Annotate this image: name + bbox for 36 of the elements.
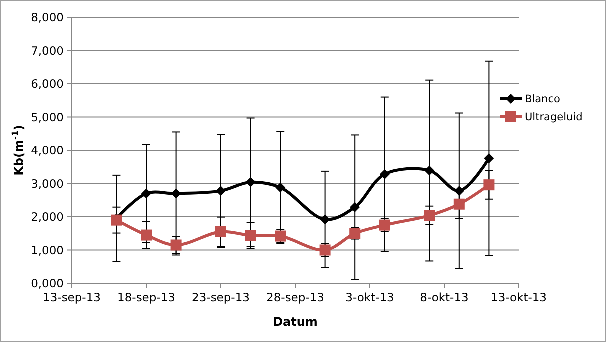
point [424,166,435,176]
x-tick-label: 3-okt-13 [346,290,394,304]
x-tick-label: 23-sep-13 [192,290,250,304]
point [276,182,286,193]
x-tick-label: 8-okt-13 [420,290,469,304]
y-tick-label: 5,000 [31,110,64,124]
point [246,177,256,188]
point [245,230,256,242]
x-tick-label: 13-okt-13 [491,290,547,304]
legend-label: Blanco [525,94,560,106]
point [216,226,226,238]
y-tick-label: 7,000 [31,44,64,58]
point [216,186,226,196]
y-tick-label: 1,000 [31,243,64,258]
y-tick-label: 8,000 [31,10,64,25]
point [170,240,182,251]
x-axis-title: Datum [273,315,318,329]
x-tick-label: 13-sep-13 [43,290,101,304]
point [141,230,152,241]
point [484,180,495,191]
y-tick-label: 3,000 [31,176,64,191]
x-tick-label: 18-sep-13 [118,290,176,304]
point [424,210,436,222]
point [171,188,182,199]
point [454,198,465,210]
y-tick-label: 0,000 [31,276,64,291]
y-tick-label: 6,000 [31,77,64,92]
point [350,202,360,212]
point [484,153,494,164]
point [142,188,152,199]
point [320,214,330,225]
y-tick-label: 2,000 [31,210,64,224]
y-tick-label: 4,000 [31,144,64,158]
x-tick-label: 28-sep-13 [266,290,324,304]
point [380,169,390,180]
legend-label: Ultrageluid [525,112,583,124]
